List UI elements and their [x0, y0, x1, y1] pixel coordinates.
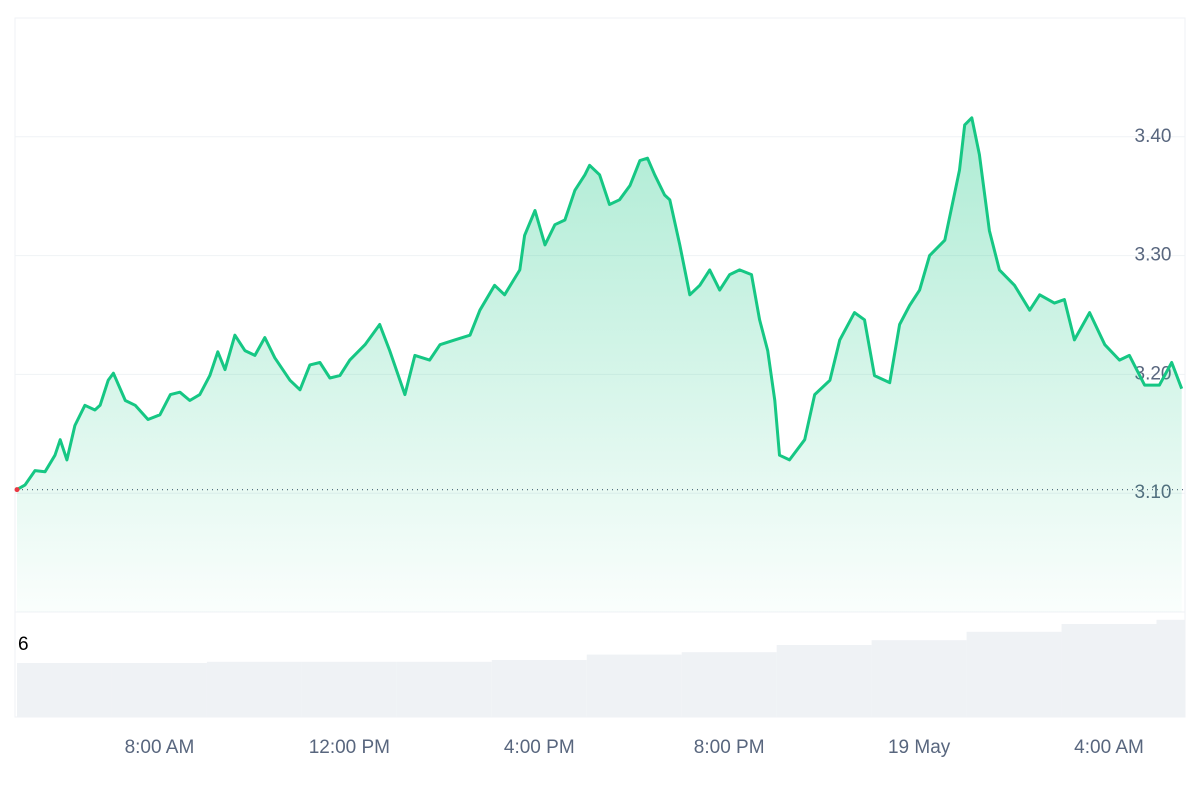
- volume-bar: [17, 663, 112, 717]
- volume-bar: [491, 660, 587, 717]
- volume-bar: [206, 661, 302, 717]
- volume-bar: [776, 645, 872, 717]
- x-tick-label: 8:00 AM: [125, 737, 195, 758]
- x-tick-label: 4:00 AM: [1074, 737, 1144, 758]
- volume-bar: [586, 654, 682, 717]
- volume-bar: [111, 663, 207, 717]
- volume-bar: [1156, 619, 1185, 717]
- y-tick-label: 3.30: [1135, 245, 1172, 266]
- x-tick-label: 12:00 PM: [309, 737, 390, 758]
- x-tick-label: 19 May: [888, 737, 951, 758]
- volume-bar: [681, 652, 777, 717]
- x-tick-label: 8:00 PM: [694, 737, 765, 758]
- y-tick-label: 3.40: [1135, 126, 1172, 147]
- volume-bar: [396, 661, 492, 717]
- volume-tick-label: 6: [18, 634, 29, 655]
- price-area: [17, 117, 1182, 613]
- x-tick-label: 4:00 PM: [504, 737, 575, 758]
- price-line: [16, 116, 1184, 491]
- volume-bar: [871, 640, 967, 717]
- volume-bar: [1061, 624, 1157, 717]
- volume-bar: [966, 631, 1062, 717]
- start-dot: [14, 487, 20, 493]
- volume-bar: [301, 661, 397, 717]
